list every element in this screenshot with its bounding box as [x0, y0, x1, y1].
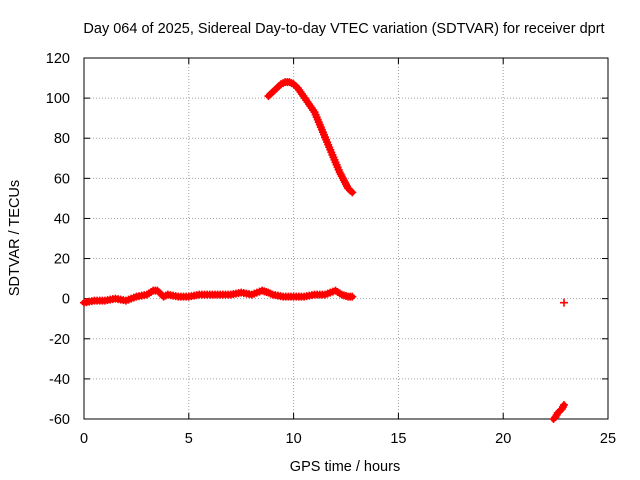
grid-lines: [84, 58, 608, 419]
chart-title: Day 064 of 2025, Sidereal Day-to-day VTE…: [83, 21, 604, 37]
data-segment: [264, 78, 357, 197]
data-point: [348, 292, 357, 301]
y-tick-label: 20: [54, 252, 70, 268]
axis-ticks: 0 5 10 15 20 25 -60 -40 -20 0 20 40 60 80 100 120: [46, 51, 616, 447]
x-tick-label: 15: [390, 431, 406, 447]
y-tick-label: -40: [49, 372, 70, 388]
x-tick-label: 10: [286, 431, 302, 447]
y-tick-label: 40: [54, 211, 70, 227]
y-tick-label: 120: [46, 51, 70, 67]
x-axis-label: GPS time / hours: [290, 459, 400, 475]
y-tick-label: -20: [49, 332, 70, 348]
y-axis-label: SDTVAR / TECUs: [7, 180, 23, 296]
data-segment: [549, 400, 568, 423]
x-tick-label: 20: [495, 431, 511, 447]
y-tick-label: 60: [54, 171, 70, 187]
x-tick-label: 0: [80, 431, 88, 447]
data-series: [80, 78, 568, 423]
y-tick-label: 0: [62, 292, 70, 308]
y-tick-label: 100: [46, 91, 70, 107]
data-segment: [80, 286, 357, 307]
y-tick-label: 80: [54, 131, 70, 147]
x-tick-label: 25: [600, 431, 616, 447]
data-point: [559, 400, 568, 409]
x-tick-label: 5: [185, 431, 193, 447]
data-point: [559, 298, 568, 307]
plot-frame: [83, 57, 609, 420]
data-point: [348, 188, 357, 197]
y-tick-label: -60: [49, 412, 70, 428]
